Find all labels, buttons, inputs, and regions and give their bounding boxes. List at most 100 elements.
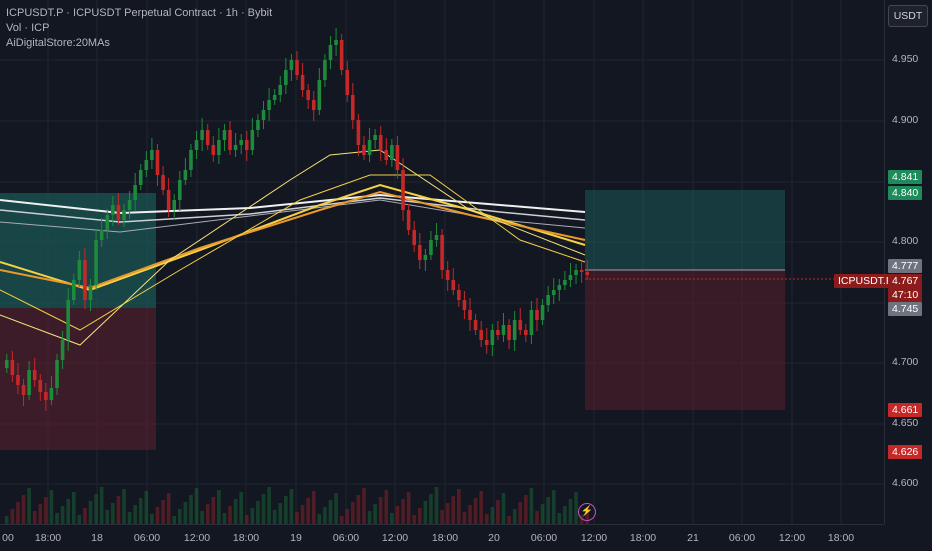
time-tick: 06:00 [332, 532, 360, 544]
volume-bar [518, 502, 523, 524]
candle-body [88, 285, 93, 300]
volume-bar [417, 508, 422, 524]
candle-body [512, 320, 517, 340]
candle-body [144, 160, 149, 170]
entry-price-tag: 4.777 [888, 259, 923, 273]
candle-body [32, 370, 37, 380]
volume-bar [401, 499, 405, 524]
volume-bar [83, 508, 87, 524]
candle-body [183, 170, 188, 180]
price-tick: 4.900 [892, 114, 919, 126]
candle-body [395, 145, 400, 170]
volume-bar [233, 499, 238, 524]
volume-bar [250, 508, 255, 524]
candle-body [585, 272, 589, 275]
legend-volume[interactable]: Vol · ICP [6, 22, 50, 34]
volume-bar [71, 492, 76, 524]
volume-bar [49, 490, 54, 524]
candle-body [66, 300, 70, 340]
volume-bar [133, 505, 137, 524]
candle-body [10, 360, 15, 375]
lightning-icon[interactable]: ⚡ [578, 503, 596, 521]
countdown-tag: 47:10 [888, 288, 923, 302]
legend-indicator[interactable]: AiDigitalStore:20MAs [6, 37, 110, 49]
candle-body [468, 310, 472, 320]
volume-bar [295, 512, 299, 524]
time-tick: 18:00 [431, 532, 459, 544]
candle-body [133, 185, 137, 200]
candle-body [289, 60, 294, 70]
chart-area[interactable]: ICPUSDT.P · ICPUSDT Perpetual Contract ·… [0, 0, 884, 524]
volume-bar [27, 488, 31, 524]
candle-body [373, 135, 377, 140]
volume-bar [278, 503, 283, 524]
volume-bar [317, 514, 322, 524]
candle-body [44, 392, 48, 400]
candle-body [250, 130, 255, 150]
candle-body [563, 280, 567, 285]
candle-body [524, 330, 528, 335]
volume-bar [557, 513, 562, 524]
candlesticks [5, 28, 589, 411]
sl-price-tag-2: 4.626 [888, 445, 923, 459]
candle-body [55, 360, 59, 388]
time-tick: 18:00 [629, 532, 657, 544]
candle-body [155, 150, 160, 175]
candle-body [94, 240, 98, 285]
candle-body [484, 340, 489, 345]
volume-bar [144, 491, 149, 524]
price-tick: 4.600 [892, 477, 919, 489]
volume-bar [211, 497, 216, 524]
candle-body [356, 120, 361, 145]
candle-body [579, 270, 584, 272]
candle-body [306, 90, 310, 100]
candle-body [21, 385, 26, 395]
candle-body [122, 210, 126, 220]
volume-bar [178, 509, 182, 524]
symbol-price-tag: ICPUSDT.P [834, 274, 897, 288]
volume-bar [66, 499, 70, 524]
volume-bar [574, 492, 578, 524]
candle-body [557, 285, 562, 290]
candle-body [490, 330, 495, 345]
volume-bar [457, 489, 461, 524]
volume-bar [189, 495, 193, 524]
volume-bar [378, 497, 383, 524]
candle-body [16, 375, 20, 385]
candle-body [462, 300, 467, 310]
volume-bar [540, 504, 545, 524]
candle-body [334, 40, 338, 45]
candle-body [228, 130, 232, 150]
candle-body [300, 75, 305, 90]
volume-bar [172, 516, 177, 524]
volume-bar [105, 510, 110, 524]
price-axis[interactable]: 4.950 4.900 4.800 4.700 4.650 4.600 [884, 0, 932, 524]
candle-body [161, 175, 165, 190]
volume-bar [328, 500, 333, 524]
time-tick: 06:00 [530, 532, 558, 544]
volume-bar [440, 510, 444, 524]
volume-bar [524, 495, 528, 524]
volume-bar [205, 504, 210, 524]
candle-body [367, 140, 372, 155]
volume-bar [122, 489, 126, 524]
candle-body [211, 145, 216, 155]
candle-body [244, 140, 249, 150]
volume-bar [261, 494, 266, 524]
price-chart[interactable] [0, 0, 884, 524]
volume-bar [228, 506, 232, 524]
ma-price-tag: 4.745 [888, 302, 923, 316]
candle-body [317, 80, 322, 110]
time-axis[interactable]: 00 18:00 18 06:00 12:00 18:00 19 06:00 1… [0, 524, 884, 551]
volume-bar [111, 503, 115, 524]
currency-button[interactable]: USDT [888, 5, 928, 27]
candle-body [546, 295, 550, 305]
candle-body [60, 340, 65, 360]
candle-body [189, 150, 193, 170]
volume-bar [306, 498, 310, 524]
candle-body [311, 100, 316, 110]
volume-bar [351, 502, 355, 524]
time-tick: 06:00 [728, 532, 756, 544]
legend-symbol[interactable]: ICPUSDT.P · ICPUSDT Perpetual Contract ·… [6, 7, 273, 19]
volume-bar [88, 501, 93, 524]
